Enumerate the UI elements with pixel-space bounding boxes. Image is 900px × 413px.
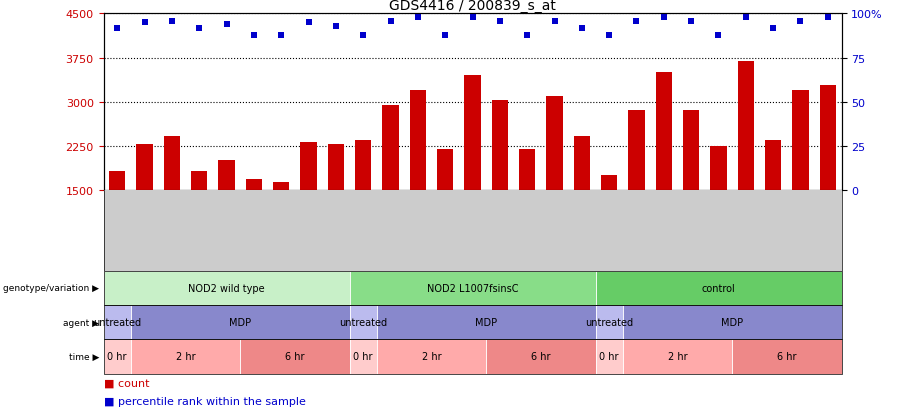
Point — [274, 32, 288, 39]
Text: ■ percentile rank within the sample: ■ percentile rank within the sample — [104, 396, 305, 406]
Point — [302, 20, 316, 26]
Bar — [246, 180, 262, 190]
Point — [356, 32, 371, 39]
Point — [520, 32, 535, 39]
Text: 0 hr: 0 hr — [599, 351, 619, 362]
Text: NOD2 L1007fsinsC: NOD2 L1007fsinsC — [427, 283, 518, 293]
Point — [739, 15, 753, 21]
Text: MDP: MDP — [475, 317, 497, 328]
Point — [165, 18, 179, 25]
Bar — [109, 172, 125, 190]
Point — [684, 18, 698, 25]
Bar — [573, 136, 590, 190]
Text: time ▶: time ▶ — [68, 352, 99, 361]
Point — [711, 32, 725, 39]
Bar — [382, 105, 399, 190]
Point — [247, 32, 261, 39]
Point — [629, 18, 643, 25]
Bar — [491, 101, 508, 190]
Bar — [765, 140, 781, 190]
Bar — [464, 76, 481, 190]
Bar — [519, 150, 536, 190]
Point — [465, 15, 480, 21]
Text: 2 hr: 2 hr — [422, 351, 441, 362]
Point — [438, 32, 453, 39]
Point — [657, 15, 671, 21]
Bar — [328, 145, 344, 190]
Bar — [164, 136, 180, 190]
Text: 2 hr: 2 hr — [668, 351, 688, 362]
Text: untreated: untreated — [339, 317, 387, 328]
Bar — [601, 176, 617, 190]
Bar — [191, 172, 207, 190]
Bar — [355, 140, 372, 190]
Point — [547, 18, 562, 25]
Bar — [820, 86, 836, 190]
Bar — [710, 147, 726, 190]
Point — [492, 18, 507, 25]
Bar — [738, 62, 754, 190]
Point — [410, 15, 425, 21]
Bar — [301, 142, 317, 190]
Point — [138, 20, 152, 26]
Bar — [136, 145, 153, 190]
Point — [110, 25, 124, 32]
Bar — [628, 111, 644, 190]
Point — [793, 18, 807, 25]
Text: MDP: MDP — [721, 317, 743, 328]
Text: 6 hr: 6 hr — [777, 351, 797, 362]
Text: 0 hr: 0 hr — [354, 351, 373, 362]
Bar — [219, 161, 235, 190]
Bar — [792, 91, 809, 190]
Point — [574, 25, 589, 32]
Text: 0 hr: 0 hr — [107, 351, 127, 362]
Point — [821, 15, 835, 21]
Bar — [683, 111, 699, 190]
Bar — [437, 150, 454, 190]
Point — [766, 25, 780, 32]
Text: MDP: MDP — [230, 317, 251, 328]
Bar — [273, 182, 290, 190]
Text: untreated: untreated — [93, 317, 141, 328]
Text: 6 hr: 6 hr — [531, 351, 551, 362]
Title: GDS4416 / 200839_s_at: GDS4416 / 200839_s_at — [389, 0, 556, 14]
Text: 6 hr: 6 hr — [285, 351, 304, 362]
Point — [220, 22, 234, 28]
Text: ■ count: ■ count — [104, 378, 149, 388]
Text: agent ▶: agent ▶ — [63, 318, 99, 327]
Text: control: control — [702, 283, 735, 293]
Bar — [655, 73, 672, 190]
Text: 2 hr: 2 hr — [176, 351, 195, 362]
Point — [602, 32, 616, 39]
Bar — [410, 91, 426, 190]
Text: untreated: untreated — [585, 317, 634, 328]
Point — [328, 24, 343, 30]
Bar — [546, 97, 562, 190]
Point — [383, 18, 398, 25]
Text: genotype/variation ▶: genotype/variation ▶ — [3, 284, 99, 292]
Text: NOD2 wild type: NOD2 wild type — [188, 283, 265, 293]
Point — [192, 25, 206, 32]
